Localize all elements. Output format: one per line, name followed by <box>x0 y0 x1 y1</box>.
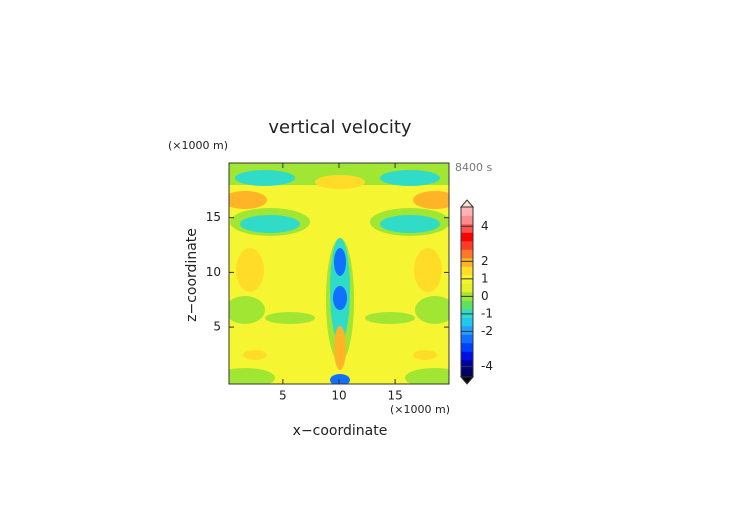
y-tick-label: 15 <box>206 210 221 224</box>
colorbar-top-cap <box>459 199 475 208</box>
colorbar-frame <box>460 206 474 378</box>
colorbar-tick-label: -4 <box>481 359 493 373</box>
colorbar-segment <box>461 334 473 344</box>
colorbar-segment <box>461 317 473 327</box>
colorbar-segment <box>461 258 473 267</box>
colorbar-tick-label: -2 <box>481 324 493 338</box>
colorbar-segment <box>461 215 473 225</box>
colorbar-segment <box>461 207 473 216</box>
y-tick-label: 10 <box>206 265 221 279</box>
colorbar-segment <box>461 241 473 250</box>
colorbar-segment <box>461 351 473 361</box>
colorbar-segment <box>461 309 473 318</box>
x-tick-label: 15 <box>387 389 402 403</box>
time-label: 8400 s <box>455 161 492 174</box>
colorbar-segment <box>461 283 473 293</box>
y-tick-label: 5 <box>213 320 221 334</box>
colorbar-tick-label: 4 <box>481 219 489 233</box>
x-unit: (×1000 m) <box>390 403 450 416</box>
colorbar-segment <box>461 343 473 352</box>
x-axis-label: x−coordinate <box>293 423 388 439</box>
contour-field <box>229 163 449 384</box>
x-tick-label: 10 <box>331 389 346 403</box>
colorbar-segment <box>461 360 473 369</box>
colorbar-tick-label: -1 <box>481 306 493 320</box>
colorbar-segment <box>461 232 473 242</box>
colorbar-segment <box>461 266 473 276</box>
colorbar-segment <box>461 300 473 310</box>
chart-title: vertical velocity <box>268 117 412 138</box>
colorbar-segment <box>461 249 473 259</box>
x-tick-label: 5 <box>279 389 287 403</box>
colorbar-segment <box>461 368 473 378</box>
colorbar-segment <box>461 275 473 284</box>
colorbar-tick-label: 0 <box>481 289 489 303</box>
y-unit: (×1000 m) <box>168 139 228 152</box>
y-axis-label: z−coordinate <box>184 228 200 322</box>
colorbar-segment <box>461 326 473 335</box>
colorbar-tick-label: 1 <box>481 271 489 285</box>
colorbar-bottom-cap <box>459 376 475 385</box>
colorbar-segment <box>461 224 473 233</box>
colorbar-tick-label: 2 <box>481 254 489 268</box>
